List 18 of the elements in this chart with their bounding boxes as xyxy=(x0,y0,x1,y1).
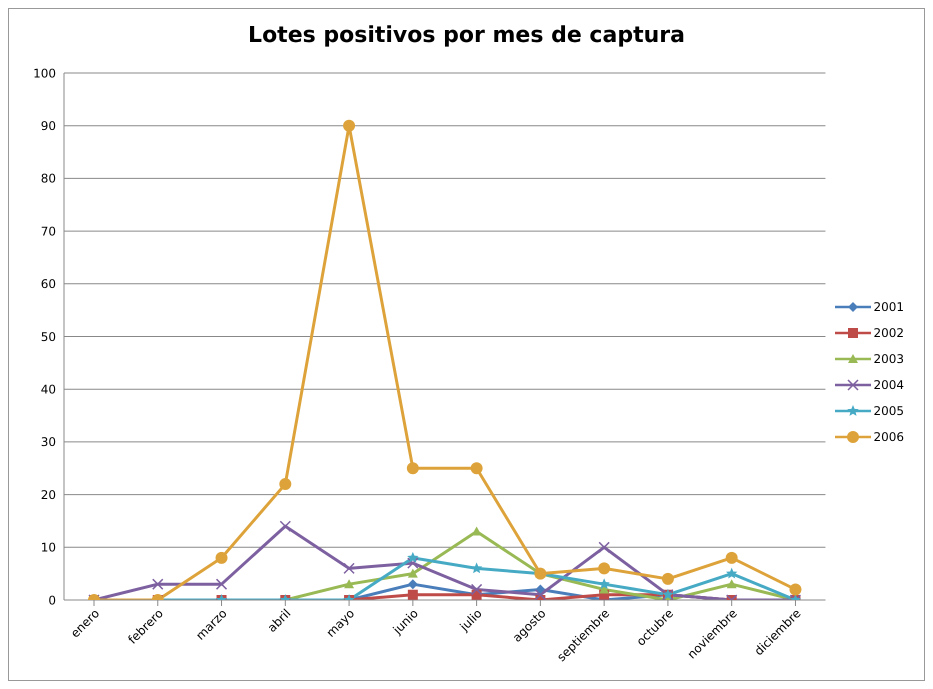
y-tick-label: 60 xyxy=(40,277,56,292)
legend-label: 2005 xyxy=(873,404,904,418)
legend-label: 2004 xyxy=(873,378,904,392)
y-tick-label: 10 xyxy=(40,540,56,555)
y-tick-label: 70 xyxy=(40,224,56,238)
y-tick-label: 40 xyxy=(40,382,56,396)
legend-label: 2003 xyxy=(873,352,904,366)
legend-label: 2001 xyxy=(873,300,904,314)
y-tick-label: 100 xyxy=(33,66,56,80)
y-tick-label: 90 xyxy=(40,118,56,133)
y-tick-label: 50 xyxy=(40,330,56,344)
y-tick-label: 30 xyxy=(40,435,56,450)
legend-label: 2002 xyxy=(873,326,904,340)
y-tick-label: 0 xyxy=(48,593,56,608)
y-tick-label: 80 xyxy=(40,172,56,186)
chart-title: Lotes positivos por mes de captura xyxy=(247,22,686,50)
legend-label: 2006 xyxy=(873,430,904,444)
y-tick-label: 20 xyxy=(40,488,56,502)
